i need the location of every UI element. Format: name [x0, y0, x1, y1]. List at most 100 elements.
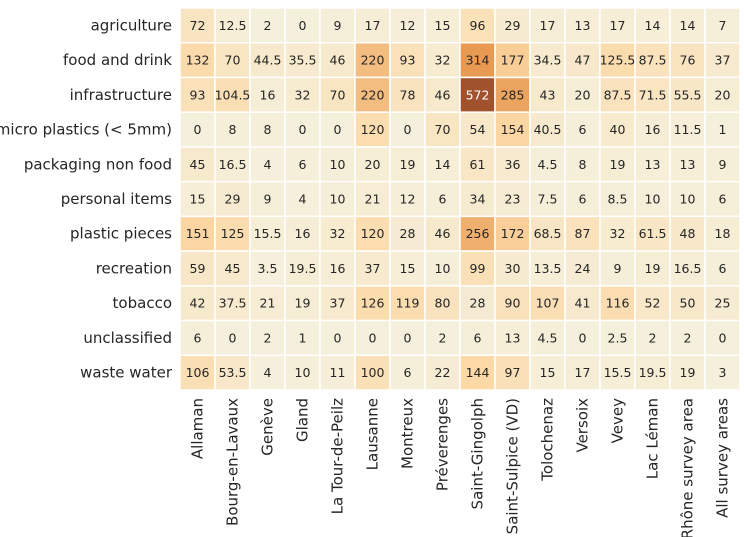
cell-value-label: 17 [365, 18, 381, 33]
heatmap-cell [214, 180, 251, 218]
cell-value-label: 17 [610, 18, 626, 33]
heatmap-cell [214, 215, 251, 252]
heatmap-cell [599, 111, 636, 148]
heatmap-cell [319, 319, 356, 357]
cell-value-label: 3 [719, 365, 727, 380]
cell-value-label: 59 [190, 261, 206, 276]
cell-value-label: 2 [439, 330, 447, 345]
row-label: packaging non food [24, 155, 172, 173]
column-label: La Tour-de-Peilz [329, 398, 347, 514]
cell-value-label: 15.5 [254, 226, 282, 241]
cell-value-label: 15 [190, 192, 206, 207]
heatmap-cell [354, 215, 391, 252]
cell-value-label: 10 [645, 192, 661, 207]
cell-value-label: 9 [719, 157, 727, 172]
cell-value-label: 80 [435, 296, 451, 311]
cell-value-label: 78 [400, 87, 416, 102]
heatmap-cell [669, 41, 706, 79]
cell-value-label: 43 [540, 87, 556, 102]
cell-value-label: 125.5 [600, 53, 636, 68]
cell-value-label: 104.5 [215, 87, 251, 102]
cell-value-label: 52 [645, 296, 661, 311]
cell-value-label: 16.5 [219, 157, 247, 172]
cell-value-label: 6 [299, 157, 307, 172]
cell-value-label: 16 [295, 226, 311, 241]
cell-value-label: 107 [536, 296, 560, 311]
cell-value-label: 87 [575, 226, 591, 241]
cell-value-label: 19 [610, 157, 626, 172]
column-label: Allaman [189, 398, 207, 459]
cell-value-label: 120 [361, 226, 385, 241]
heatmap-cell [529, 319, 566, 357]
heatmap-cell [529, 41, 566, 79]
cell-value-label: 0 [194, 122, 202, 137]
cell-value-label: 55.5 [674, 87, 702, 102]
cell-value-label: 14 [645, 18, 661, 33]
heatmap-cell [214, 354, 251, 391]
cell-value-label: 106 [186, 365, 210, 380]
cell-value-label: 10 [435, 261, 451, 276]
cell-value-label: 37 [330, 296, 346, 311]
cell-value-label: 34.5 [534, 53, 562, 68]
cell-value-label: 15.5 [604, 365, 632, 380]
cell-value-label: 10 [680, 192, 696, 207]
cell-value-label: 9 [264, 192, 272, 207]
cell-value-label: 6 [579, 122, 587, 137]
cell-value-label: 99 [470, 261, 486, 276]
cell-value-label: 220 [361, 53, 385, 68]
cell-value-label: 1 [299, 330, 307, 345]
cell-value-label: 70 [435, 122, 451, 137]
cell-value-label: 46 [435, 226, 451, 241]
row-label: plastic pieces [70, 225, 172, 243]
heatmap-cell [459, 146, 496, 183]
cell-value-label: 61 [470, 157, 486, 172]
cell-value-label: 125 [221, 226, 245, 241]
cell-value-label: 54 [470, 122, 486, 137]
cell-value-label: 10 [295, 365, 311, 380]
cell-value-label: 32 [330, 226, 346, 241]
heatmap-cell [389, 215, 426, 252]
cell-value-label: 0 [229, 330, 237, 345]
heatmap-cell [214, 146, 251, 183]
column-label: Tolochenaz [539, 398, 557, 482]
cell-value-label: 6 [194, 330, 202, 345]
cell-value-label: 6 [579, 192, 587, 207]
heatmap-cell [354, 354, 391, 391]
cell-value-label: 13 [680, 157, 696, 172]
cell-value-label: 29 [225, 192, 241, 207]
cell-value-label: 96 [470, 18, 486, 33]
heatmap-cell [354, 7, 391, 44]
heatmap-cell [704, 180, 741, 218]
cell-value-label: 45 [190, 157, 206, 172]
cell-value-label: 17 [575, 365, 591, 380]
heatmap-cell [634, 285, 671, 322]
heatmap-cell [704, 285, 741, 322]
cell-value-label: 100 [361, 365, 385, 380]
cell-value-label: 76 [680, 53, 696, 68]
heatmap-cell [319, 76, 356, 113]
heatmap-cell [284, 354, 321, 391]
heatmap-cell [599, 354, 636, 391]
heatmap-cell [354, 285, 391, 322]
cell-value-label: 17 [540, 18, 556, 33]
heatmap-cell [424, 250, 461, 287]
cell-value-label: 16 [260, 87, 276, 102]
cell-value-label: 37 [365, 261, 381, 276]
heatmap-cell [494, 7, 531, 44]
cell-value-label: 1 [719, 122, 727, 137]
cell-value-label: 18 [715, 226, 731, 241]
cell-value-label: 9 [614, 261, 622, 276]
cell-value-label: 0 [579, 330, 587, 345]
cell-value-label: 144 [466, 365, 490, 380]
heatmap-cell [704, 76, 741, 113]
heatmap-cell [494, 146, 531, 183]
cell-value-label: 10 [330, 157, 346, 172]
cell-value-label: 285 [501, 87, 525, 102]
cell-value-label: 16.5 [674, 261, 702, 276]
cell-value-label: 40.5 [534, 122, 562, 137]
cell-value-label: 34 [470, 192, 486, 207]
heatmap-cell [529, 146, 566, 183]
cell-value-label: 11.5 [674, 122, 702, 137]
cell-value-label: 0 [299, 18, 307, 33]
